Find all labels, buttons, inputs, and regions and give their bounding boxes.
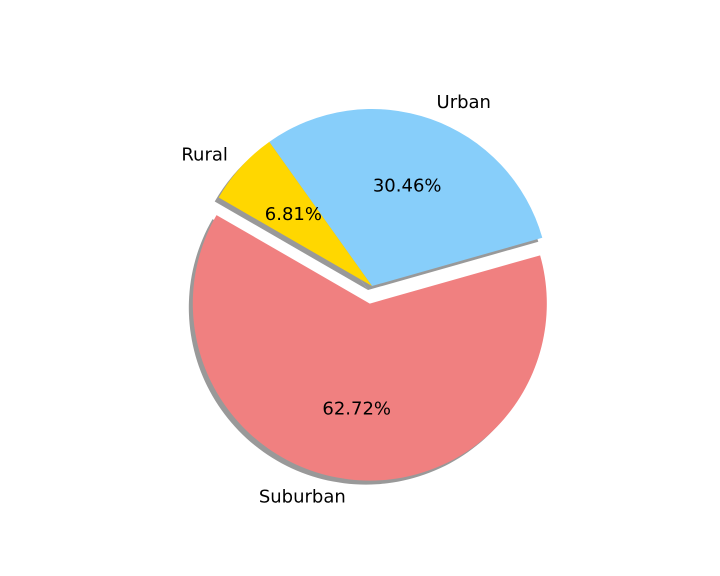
slice-label-suburban: Suburban — [259, 486, 346, 507]
slice-label-urban: Urban — [437, 92, 491, 113]
slice-pct-suburban: 62.72% — [322, 398, 391, 419]
wedge-rural — [218, 141, 372, 286]
slice-pct-urban: 30.46% — [373, 175, 442, 196]
slice-label-rural: Rural — [181, 145, 228, 166]
slice-pct-rural: 6.81% — [265, 204, 322, 225]
wedge-suburban — [192, 215, 547, 481]
label-layer: Suburban 62.72% Urban 30.46% Rural 6.81% — [181, 92, 491, 507]
wedge-urban — [269, 109, 543, 286]
wedge-layer — [192, 109, 547, 481]
